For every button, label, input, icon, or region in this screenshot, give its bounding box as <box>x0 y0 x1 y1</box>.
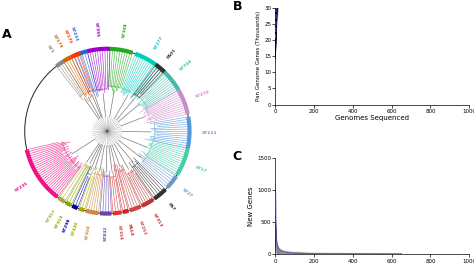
Text: ST832: ST832 <box>103 226 108 241</box>
Text: ST308: ST308 <box>85 224 92 240</box>
Y-axis label: New Genes: New Genes <box>248 186 255 226</box>
Text: ST179: ST179 <box>52 34 63 49</box>
Text: PA7: PA7 <box>166 202 175 212</box>
Text: ST744: ST744 <box>178 59 193 72</box>
Text: PA14: PA14 <box>127 223 133 236</box>
Text: ST313: ST313 <box>152 213 163 228</box>
Y-axis label: Pan Genome Genes (Thousands): Pan Genome Genes (Thousands) <box>256 11 262 101</box>
Text: ST357: ST357 <box>45 209 56 224</box>
Text: ST1: ST1 <box>46 45 55 55</box>
Text: B: B <box>233 0 242 13</box>
Text: C: C <box>233 150 242 163</box>
Text: ST446: ST446 <box>71 221 80 237</box>
Text: ST233: ST233 <box>69 26 78 42</box>
Text: ST111: ST111 <box>202 131 218 135</box>
Text: ST319: ST319 <box>54 214 64 229</box>
Text: ST175: ST175 <box>63 29 73 45</box>
X-axis label: Genomes Sequenced: Genomes Sequenced <box>335 115 410 121</box>
Text: A: A <box>1 28 11 41</box>
Text: ST348: ST348 <box>122 22 128 38</box>
Text: ST253: ST253 <box>137 219 146 235</box>
Text: ST298: ST298 <box>62 218 72 233</box>
Text: ST277: ST277 <box>153 35 164 50</box>
Text: ST235: ST235 <box>14 181 29 193</box>
Text: PA01: PA01 <box>166 48 177 60</box>
Text: ST274: ST274 <box>195 90 210 99</box>
Text: ST27: ST27 <box>181 188 192 199</box>
Text: ST395: ST395 <box>93 21 99 37</box>
Text: ST316: ST316 <box>117 225 122 241</box>
Text: ST17: ST17 <box>194 165 207 173</box>
